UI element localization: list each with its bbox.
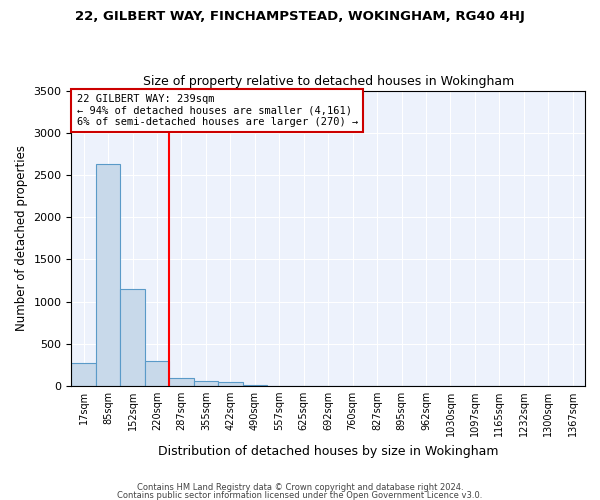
Text: 22 GILBERT WAY: 239sqm
← 94% of detached houses are smaller (4,161)
6% of semi-d: 22 GILBERT WAY: 239sqm ← 94% of detached…	[77, 94, 358, 127]
Bar	[145, 362, 169, 386]
Bar	[121, 289, 145, 386]
Title: Size of property relative to detached houses in Wokingham: Size of property relative to detached ho…	[143, 76, 514, 88]
Bar	[169, 378, 194, 386]
Text: Contains HM Land Registry data © Crown copyright and database right 2024.: Contains HM Land Registry data © Crown c…	[137, 484, 463, 492]
Bar	[218, 382, 242, 386]
Bar	[71, 363, 96, 386]
Y-axis label: Number of detached properties: Number of detached properties	[15, 146, 28, 332]
Bar	[96, 164, 121, 386]
Bar	[194, 381, 218, 386]
Text: 22, GILBERT WAY, FINCHAMPSTEAD, WOKINGHAM, RG40 4HJ: 22, GILBERT WAY, FINCHAMPSTEAD, WOKINGHA…	[75, 10, 525, 23]
X-axis label: Distribution of detached houses by size in Wokingham: Distribution of detached houses by size …	[158, 444, 499, 458]
Text: Contains public sector information licensed under the Open Government Licence v3: Contains public sector information licen…	[118, 490, 482, 500]
